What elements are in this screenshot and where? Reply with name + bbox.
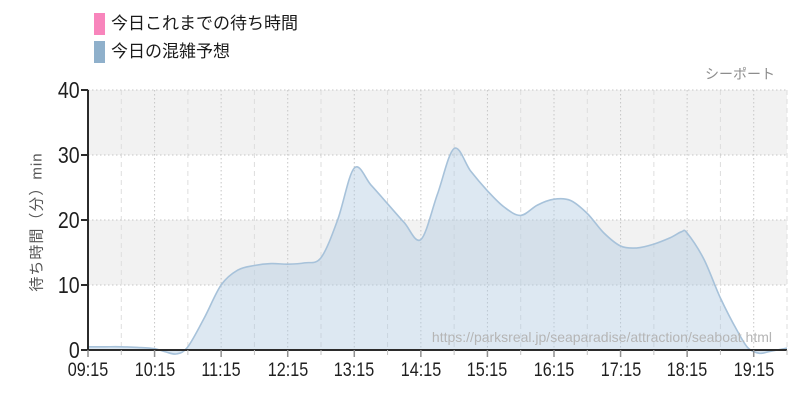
- x-tick-label: 14:15: [400, 360, 442, 381]
- legend-item-actual-wait[interactable]: 今日これまでの待ち時間: [94, 13, 298, 35]
- legend-item-forecast[interactable]: 今日の混雑予想: [94, 41, 298, 63]
- watermark-url: https://parksreal.jp/seaparadise/attract…: [431, 329, 772, 345]
- y-tick-label: 30: [58, 142, 80, 168]
- x-tick-label: 09:15: [67, 360, 109, 381]
- attraction-name: シーポート: [705, 66, 775, 82]
- x-tick-label: 19:15: [733, 360, 774, 381]
- legend-label-actual-wait: 今日これまでの待ち時間: [111, 14, 298, 33]
- legend: 今日これまでの待ち時間 今日の混雑予想: [94, 13, 298, 69]
- x-tick-label: 12:15: [267, 360, 308, 381]
- x-tick-label: 18:15: [666, 360, 708, 381]
- legend-swatch-forecast: [94, 41, 105, 63]
- y-tick-label: 20: [58, 207, 80, 233]
- x-tick-label: 15:15: [467, 360, 508, 381]
- x-tick-label: 13:15: [334, 360, 375, 381]
- y-tick-label: 40: [58, 77, 80, 103]
- legend-label-forecast: 今日の混雑予想: [111, 42, 230, 61]
- x-tick-label: 17:15: [600, 360, 641, 381]
- y-tick-label: 0: [69, 337, 80, 363]
- x-tick-label: 11:15: [201, 360, 241, 381]
- legend-swatch-actual-wait: [94, 13, 105, 35]
- x-tick-label: 16:15: [533, 360, 575, 381]
- y-tick-label: 10: [58, 272, 80, 298]
- x-tick-label: 10:15: [134, 360, 175, 381]
